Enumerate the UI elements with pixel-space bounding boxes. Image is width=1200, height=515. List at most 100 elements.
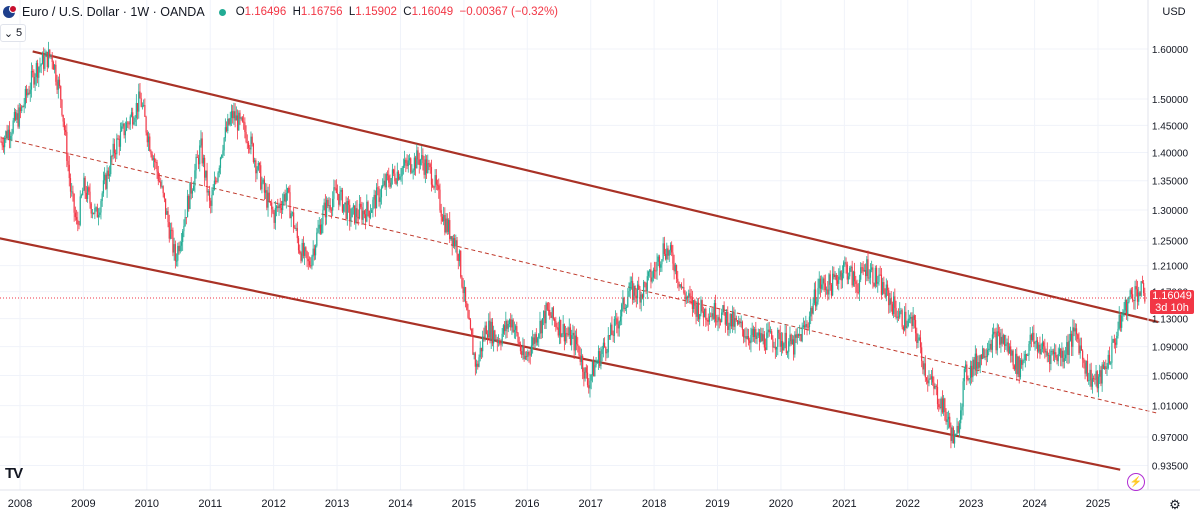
candle-body xyxy=(323,202,325,210)
candle-body xyxy=(57,79,59,90)
candle-body xyxy=(546,303,548,310)
candle-body xyxy=(1053,352,1056,355)
time-tick-label: 2018 xyxy=(642,498,666,510)
candle-body xyxy=(393,169,395,174)
candle-body xyxy=(1022,360,1024,365)
candle-body xyxy=(240,117,242,119)
candle-body xyxy=(88,187,90,192)
candle-body xyxy=(311,256,313,267)
candle-body xyxy=(178,245,180,252)
candle-body xyxy=(818,278,820,288)
candle-body xyxy=(901,310,903,327)
price-tick-label: 1.45000 xyxy=(1152,121,1189,132)
candle-body xyxy=(502,325,504,334)
candle-body xyxy=(732,312,734,327)
candle-body xyxy=(483,336,485,339)
candle-body xyxy=(227,118,229,132)
candle-body xyxy=(197,157,200,165)
candle-body xyxy=(1105,366,1107,370)
tradingview-logo[interactable]: TV xyxy=(5,465,23,482)
candle-body xyxy=(189,182,191,209)
candle-body xyxy=(266,190,268,208)
candle-body xyxy=(456,240,458,255)
currency-button[interactable]: USD xyxy=(1162,6,1186,18)
candle-body xyxy=(188,195,190,209)
candle-body xyxy=(206,170,208,193)
candle-body xyxy=(893,296,895,314)
candle-body xyxy=(580,355,583,362)
candle-body xyxy=(8,129,11,140)
candle-body xyxy=(185,217,187,218)
candle-body xyxy=(808,316,811,328)
candle-body xyxy=(1123,310,1125,313)
candle-body xyxy=(795,334,797,338)
candle-body xyxy=(671,245,673,253)
candle-body xyxy=(108,174,111,176)
candle-body xyxy=(17,113,19,127)
candle-body xyxy=(1144,293,1146,302)
upper-channel-line[interactable] xyxy=(32,50,1159,324)
collapse-indicators-button[interactable]: ⌄ 5 xyxy=(0,24,26,42)
candle-body xyxy=(394,173,396,182)
candle-body xyxy=(568,327,570,336)
candle-body xyxy=(7,129,9,139)
candle-body xyxy=(661,259,663,265)
candle-body xyxy=(945,411,947,422)
candle-body xyxy=(289,192,291,219)
candle-body xyxy=(140,98,142,107)
candle-body xyxy=(895,307,897,318)
candle-body xyxy=(935,385,937,387)
settings-gear-icon[interactable]: ⚙ xyxy=(1169,497,1181,512)
candle-body xyxy=(343,204,345,212)
candle-body xyxy=(295,227,297,229)
candle-body xyxy=(739,320,741,324)
candle-body xyxy=(1132,294,1134,301)
candle-body xyxy=(288,188,290,193)
candle-body xyxy=(786,351,789,354)
lightning-icon[interactable]: ⚡ xyxy=(1127,473,1145,491)
candle-body xyxy=(1019,360,1022,378)
candle-body xyxy=(558,319,561,336)
candle-body xyxy=(163,193,165,199)
candle-body xyxy=(627,296,629,307)
candle-body xyxy=(104,174,106,181)
candle-body xyxy=(1000,336,1002,345)
symbol-title[interactable]: Euro / U.S. Dollar · 1W · OANDA xyxy=(22,5,205,19)
candle-body xyxy=(174,244,176,262)
candle-body xyxy=(539,320,541,335)
bar-countdown: 3d 10h xyxy=(1155,301,1189,314)
candle-body xyxy=(450,236,452,239)
candle-body xyxy=(890,298,892,305)
candle-body xyxy=(39,65,41,68)
candle-body xyxy=(1084,362,1086,374)
candle-body xyxy=(941,398,943,413)
candle-body xyxy=(372,199,374,210)
time-tick-label: 2010 xyxy=(135,498,159,510)
candle-body xyxy=(38,67,40,78)
trend-channel xyxy=(0,50,1159,471)
candle-body xyxy=(305,247,307,252)
candle-body xyxy=(538,334,540,339)
candle-body xyxy=(173,244,175,253)
candle-body xyxy=(1069,333,1072,341)
candle-body xyxy=(979,355,981,368)
candle-body xyxy=(544,310,546,324)
candle-body xyxy=(314,245,317,256)
candle-body xyxy=(113,143,115,154)
candle-body xyxy=(357,216,359,219)
candle-body xyxy=(377,187,379,189)
candle-body xyxy=(847,276,850,280)
lower-channel-line[interactable] xyxy=(0,237,1121,471)
candle-body xyxy=(745,336,747,339)
candle-body xyxy=(545,303,547,324)
price-tick-label: 1.13000 xyxy=(1152,315,1189,326)
candle-body xyxy=(110,156,112,175)
candle-body xyxy=(871,267,873,270)
candle-body xyxy=(371,209,373,213)
candle-body xyxy=(463,287,465,294)
candle-body xyxy=(216,180,218,182)
candle-body xyxy=(427,163,429,173)
candle-body xyxy=(974,353,976,370)
candle-body xyxy=(386,174,389,176)
